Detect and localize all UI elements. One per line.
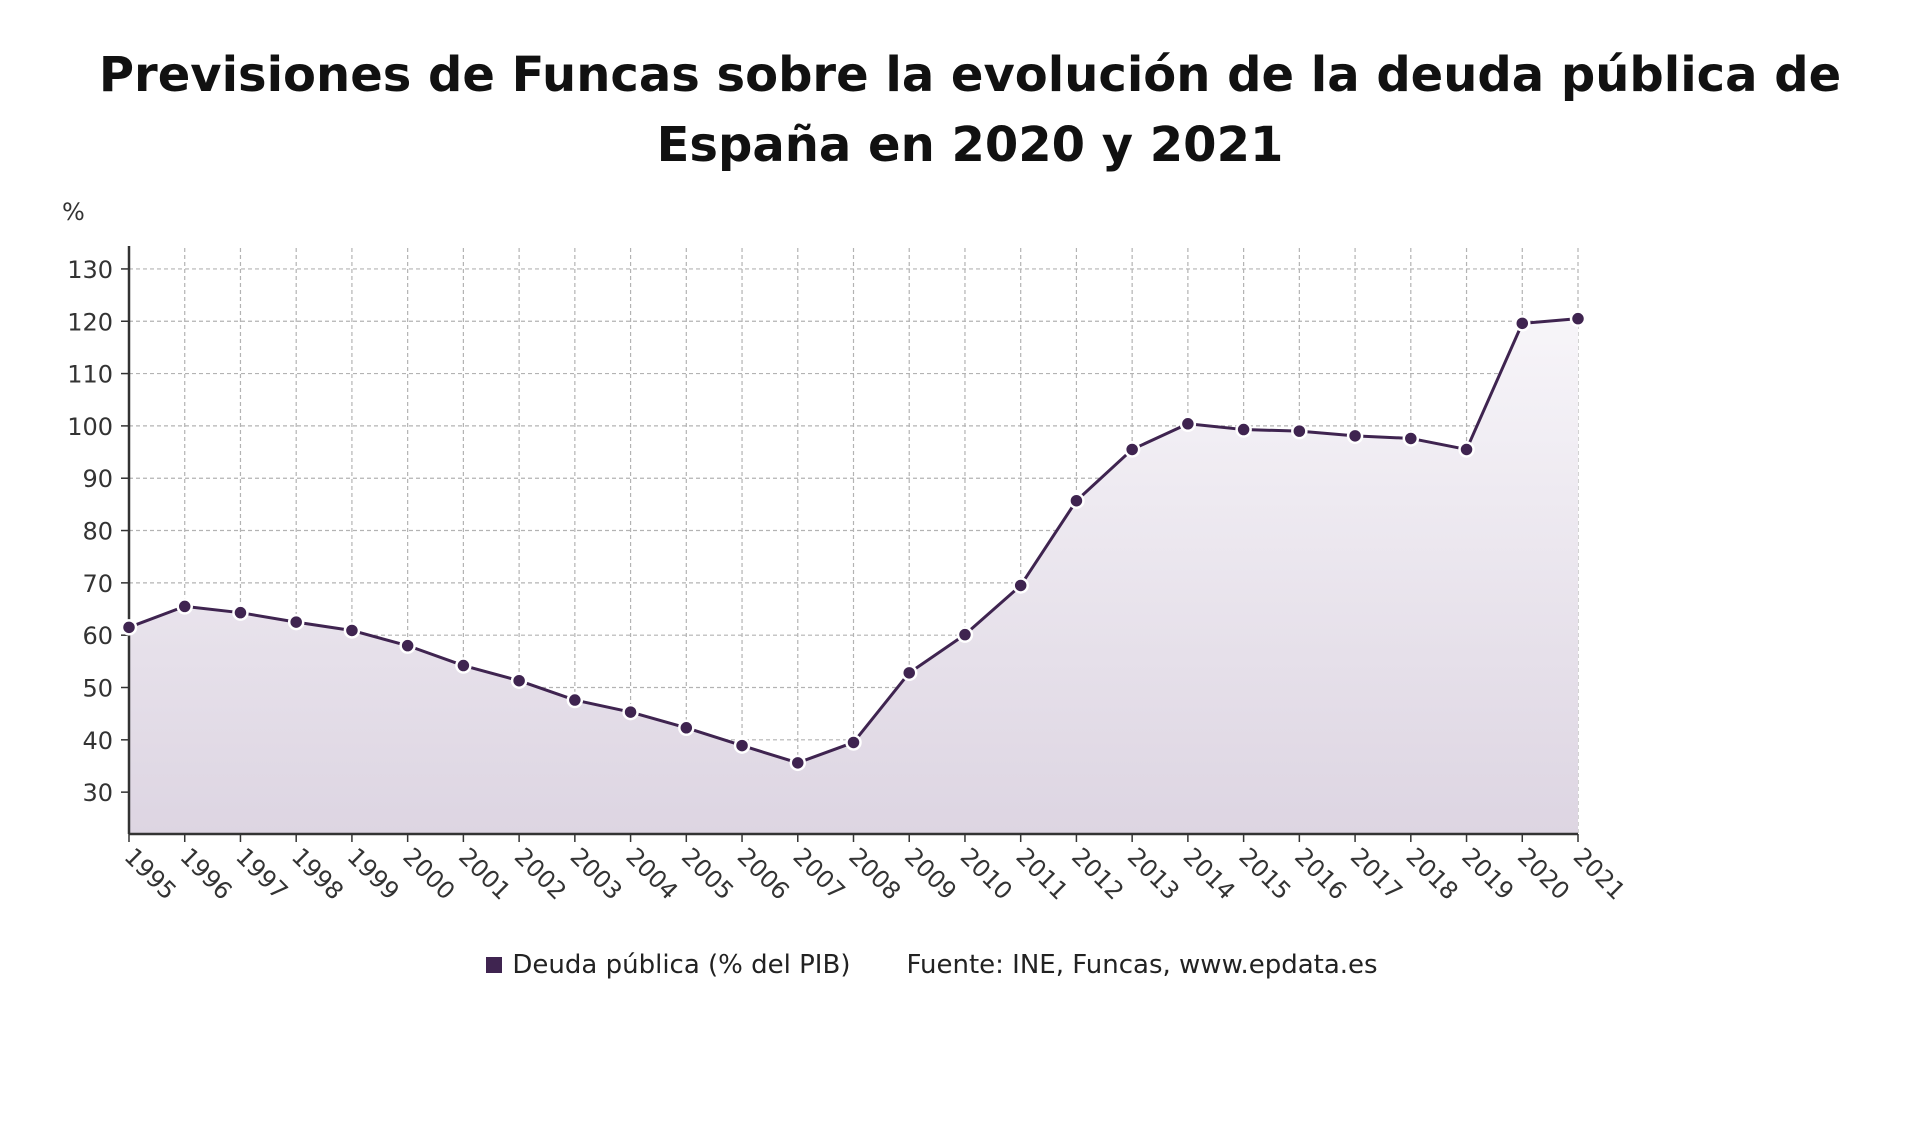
data-point[interactable] (566, 691, 584, 709)
y-tick-label: 120 (67, 308, 113, 336)
x-tick-label: 1997 (230, 842, 293, 905)
area-fill-layer (129, 318, 1578, 835)
data-point[interactable] (845, 734, 862, 751)
y-tick-label: 50 (82, 675, 113, 703)
data-point[interactable] (1012, 577, 1029, 594)
data-point[interactable] (232, 604, 249, 621)
chart-title-line-1: Previsiones de Funcas sobre la evolución… (98, 47, 1842, 103)
x-tick-label: 2006 (732, 842, 795, 905)
x-tick-label: 2001 (453, 842, 516, 905)
x-tick-label: 2014 (1178, 842, 1241, 905)
data-point[interactable] (900, 664, 918, 682)
legend-item-deuda: Deuda pública (% del PIB) (486, 950, 850, 980)
legend-series-label: Deuda pública (% del PIB) (512, 950, 851, 980)
data-point[interactable] (1458, 441, 1475, 458)
y-tick-label: 30 (82, 779, 113, 807)
x-tick-label: 1996 (174, 842, 237, 905)
x-tick-label: 1999 (342, 842, 405, 905)
data-point[interactable] (399, 637, 416, 654)
y-tick-label: 100 (67, 413, 113, 441)
x-tick-label: 2012 (1066, 842, 1129, 905)
data-point[interactable] (956, 626, 974, 643)
x-tick-label: 2021 (1568, 842, 1631, 905)
axes (121, 246, 1579, 842)
x-tick-label: 2008 (843, 842, 906, 905)
y-tick-label: 80 (82, 518, 113, 546)
y-tick-label: 110 (67, 361, 113, 389)
data-point[interactable] (622, 703, 639, 721)
x-tick-label: 2016 (1289, 842, 1352, 905)
x-tick-label: 2013 (1122, 842, 1185, 905)
chart-title-line-2: España en 2020 y 2021 (656, 117, 1284, 173)
data-point[interactable] (1514, 315, 1531, 332)
x-tick-label: 2015 (1233, 842, 1296, 905)
data-point[interactable] (1123, 441, 1141, 458)
chart-title: Previsiones de Funcas sobre la evolución… (60, 40, 1880, 180)
y-tick-label: 130 (67, 256, 113, 284)
data-point[interactable] (1179, 415, 1197, 433)
data-point[interactable] (1291, 422, 1308, 440)
data-point[interactable] (678, 719, 695, 737)
data-point[interactable] (1402, 430, 1420, 447)
x-tick-label: 2000 (397, 842, 460, 905)
y-tick-label: 90 (82, 465, 113, 493)
data-point[interactable] (1068, 492, 1085, 509)
data-point[interactable] (733, 737, 751, 754)
x-tick-label: 2002 (509, 842, 572, 905)
x-tick-label: 2004 (620, 842, 683, 905)
data-point[interactable] (287, 613, 305, 631)
x-tick-label: 2003 (565, 842, 628, 905)
x-tick-label: 1998 (286, 842, 349, 905)
source-label: Fuente: INE, Funcas, www.epdata.es (906, 950, 1378, 980)
x-tick-label: 2020 (1512, 842, 1575, 905)
data-point[interactable] (1346, 427, 1364, 445)
legend-swatch-square-icon (486, 957, 503, 973)
source-note: Fuente: INE, Funcas, www.epdata.es (906, 950, 1377, 980)
data-point[interactable] (455, 657, 472, 674)
x-tick-label: 2019 (1456, 842, 1519, 905)
data-point[interactable] (176, 598, 193, 615)
x-tick-label: 2018 (1401, 842, 1464, 905)
data-point[interactable] (120, 619, 138, 636)
data-point[interactable] (1569, 310, 1587, 327)
legend: Deuda pública (% del PIB) Fuente: INE, F… (0, 950, 1920, 980)
x-tick-label: 2017 (1345, 842, 1408, 905)
y-tick-label: 40 (82, 727, 113, 755)
y-axis-unit-label: % (62, 198, 85, 226)
series-points-layer (120, 310, 1587, 772)
data-point[interactable] (1235, 421, 1252, 438)
x-tick-label: 2007 (788, 842, 851, 905)
series-area (129, 318, 1578, 835)
data-point[interactable] (789, 754, 807, 772)
x-tick-label: 1995 (119, 842, 182, 905)
x-tick-label: 2010 (955, 842, 1018, 905)
x-tick-label: 2005 (676, 842, 739, 905)
y-tick-label: 60 (82, 622, 113, 650)
data-point[interactable] (510, 672, 528, 689)
data-point[interactable] (343, 622, 361, 639)
x-tick-label: 2011 (1010, 842, 1073, 905)
x-tick-label: 2009 (899, 842, 962, 905)
y-tick-label: 70 (82, 570, 113, 598)
